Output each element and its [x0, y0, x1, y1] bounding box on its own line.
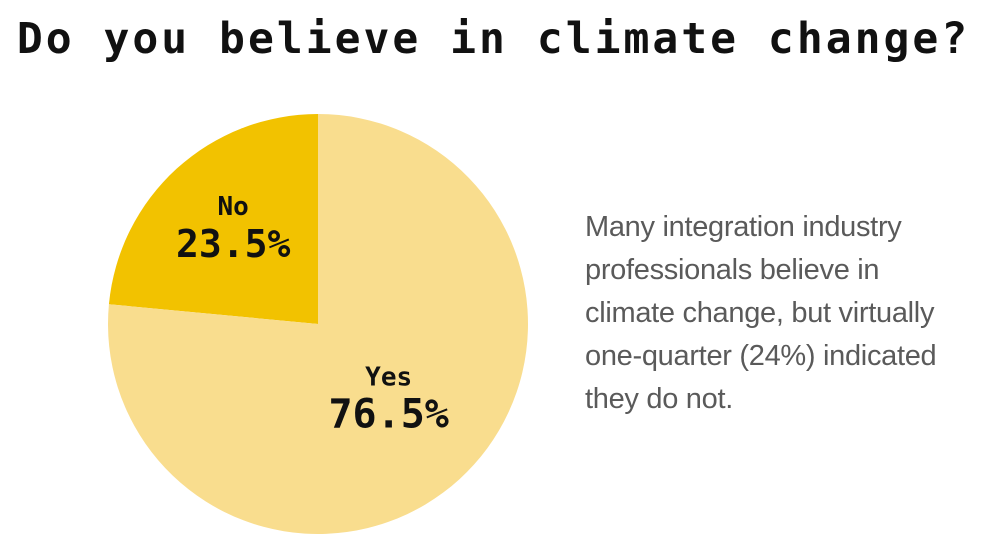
- chart-caption: Many integration industry professionals …: [585, 211, 937, 415]
- pie-slices: [108, 114, 528, 534]
- slice-label-yes: Yes: [365, 363, 412, 393]
- slice-value-no: 23.5%: [176, 222, 291, 266]
- chart-title: Do you believe in climate change?: [16, 14, 971, 64]
- pie-slice-no: [108, 114, 318, 324]
- slice-label-no: No: [218, 192, 249, 222]
- pie-slice-yes: [108, 114, 528, 534]
- slice-value-yes: 76.5%: [328, 392, 448, 438]
